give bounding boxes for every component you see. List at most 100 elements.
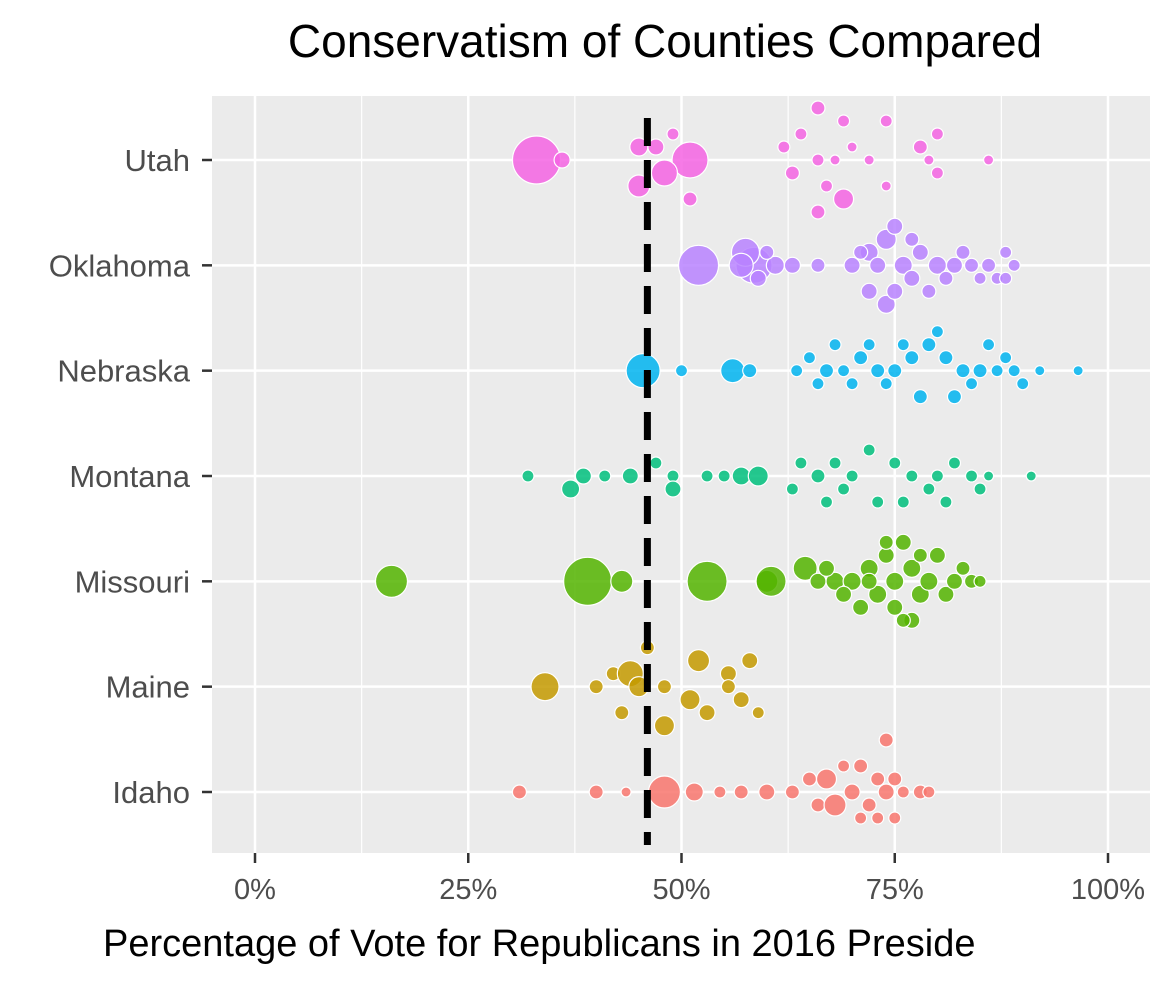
point-oklahoma [912, 244, 928, 260]
point-utah [785, 166, 799, 180]
point-utah [830, 155, 840, 165]
point-oklahoma [854, 245, 868, 259]
point-oklahoma [956, 245, 970, 259]
y-axis: Utah Oklahoma Nebraska Montana Missouri Maine… [49, 143, 212, 810]
point-missouri [687, 561, 727, 601]
point-utah [931, 128, 943, 140]
point-idaho [714, 786, 726, 798]
point-montana [667, 470, 679, 482]
point-nebraska [897, 339, 909, 351]
point-oklahoma [965, 258, 979, 272]
point-maine [733, 692, 749, 708]
point-idaho [854, 759, 868, 773]
point-oklahoma [922, 284, 936, 298]
point-idaho [785, 785, 799, 799]
point-montana [863, 444, 875, 456]
point-missouri [375, 565, 407, 597]
point-missouri [920, 572, 938, 590]
point-nebraska [947, 390, 961, 404]
point-oklahoma [1000, 272, 1012, 284]
point-maine [589, 680, 603, 694]
point-montana [599, 470, 611, 482]
y-tick-label: Missouri [75, 564, 190, 599]
point-missouri [946, 573, 962, 589]
point-utah [881, 181, 891, 191]
point-montana [811, 469, 825, 483]
point-nebraska [939, 351, 953, 365]
y-tick-label: Utah [125, 143, 190, 178]
point-montana [1026, 471, 1036, 481]
point-montana [889, 457, 901, 469]
point-oklahoma [784, 257, 800, 273]
point-oklahoma [1008, 259, 1020, 271]
point-oklahoma [750, 270, 766, 286]
point-nebraska [1017, 378, 1029, 390]
point-montana [940, 496, 952, 508]
point-montana [650, 457, 662, 469]
point-utah [984, 155, 994, 165]
point-montana [718, 470, 730, 482]
point-utah [554, 152, 570, 168]
point-montana [575, 468, 591, 484]
point-nebraska [1000, 352, 1012, 364]
point-oklahoma [946, 257, 962, 273]
point-utah [795, 128, 807, 140]
point-idaho [824, 794, 846, 816]
point-idaho [879, 733, 893, 747]
point-missouri [756, 566, 786, 596]
point-utah [847, 142, 857, 152]
x-axis: 0% 25% 50% 75% 100% [234, 853, 1145, 906]
x-tick-label: 25% [439, 874, 497, 906]
y-tick-label: Maine [106, 670, 190, 705]
point-montana [732, 467, 750, 485]
point-utah [834, 189, 854, 209]
point-idaho [811, 798, 825, 812]
point-nebraska [863, 339, 875, 351]
point-nebraska [931, 326, 943, 338]
point-utah [778, 141, 790, 153]
point-montana [966, 470, 978, 482]
point-montana [665, 481, 681, 497]
point-utah [667, 128, 679, 140]
x-axis-label: Percentage of Vote for Republicans in 20… [103, 923, 975, 965]
point-montana [846, 470, 858, 482]
point-nebraska [913, 390, 927, 404]
point-maine [688, 650, 710, 672]
point-oklahoma [887, 283, 903, 299]
point-oklahoma [679, 245, 719, 285]
point-oklahoma [870, 257, 886, 273]
point-montana [786, 483, 798, 495]
point-montana [829, 457, 841, 469]
point-montana [872, 496, 884, 508]
point-missouri [956, 561, 970, 575]
point-missouri [879, 535, 893, 549]
point-oklahoma [887, 218, 903, 234]
point-idaho [817, 769, 837, 789]
point-idaho [685, 783, 703, 801]
point-montana [948, 457, 960, 469]
point-idaho [889, 812, 901, 824]
point-oklahoma [904, 270, 920, 286]
point-maine [721, 680, 735, 694]
point-idaho [872, 812, 884, 824]
point-missouri [819, 560, 835, 576]
point-idaho [648, 776, 680, 808]
point-missouri [861, 573, 877, 589]
point-nebraska [676, 365, 688, 377]
point-utah [913, 140, 927, 154]
point-utah [924, 155, 934, 165]
point-oklahoma [729, 253, 753, 277]
point-maine [742, 653, 758, 669]
point-nebraska [991, 365, 1003, 377]
point-montana [522, 470, 534, 482]
point-montana [906, 470, 918, 482]
point-missouri [853, 599, 869, 615]
point-nebraska [846, 378, 858, 390]
point-nebraska [1073, 366, 1083, 376]
x-tick-label: 100% [1071, 874, 1145, 906]
point-nebraska [966, 378, 978, 390]
point-oklahoma [1000, 246, 1012, 258]
point-montana [562, 480, 580, 498]
x-tick-label: 50% [652, 874, 710, 906]
point-montana [974, 483, 986, 495]
